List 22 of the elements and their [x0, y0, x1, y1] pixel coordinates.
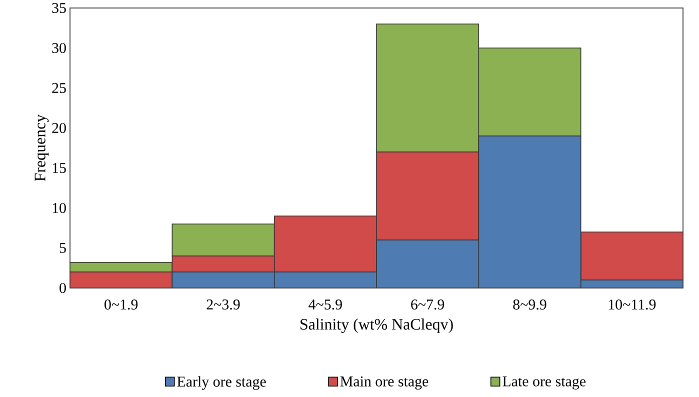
y-tick-label: 20 — [52, 122, 66, 134]
x-tick-label: 2~3.9 — [206, 299, 240, 310]
y-tick-label: 15 — [52, 163, 66, 173]
y-tick-label: 5 — [60, 243, 66, 253]
y-tick-label: 0 — [60, 282, 66, 294]
y-tick-label: 10 — [52, 202, 66, 214]
x-tick-label: 0~1.9 — [104, 299, 138, 310]
x-tick-label: 10~11.9 — [608, 299, 656, 310]
bar — [172, 224, 275, 256]
y-axis-title: Frequency — [34, 114, 49, 182]
bar — [580, 232, 684, 280]
x-axis-title: Salinity (wt% NaCleqv) — [300, 318, 453, 333]
y-tick-label: 35 — [52, 2, 66, 14]
legend-label: Early ore stage — [177, 376, 266, 390]
bar — [70, 272, 172, 288]
y-tick-label: 25 — [52, 82, 66, 94]
y-tick-label: 30 — [52, 42, 66, 54]
x-tick-label: 4~5.9 — [308, 299, 342, 310]
x-tick-label: 6~7.9 — [411, 299, 444, 310]
x-tick-label: 8~9.9 — [513, 299, 546, 310]
legend-label: Main ore stage — [340, 376, 428, 390]
legend-label: Late ore stage — [502, 376, 586, 390]
